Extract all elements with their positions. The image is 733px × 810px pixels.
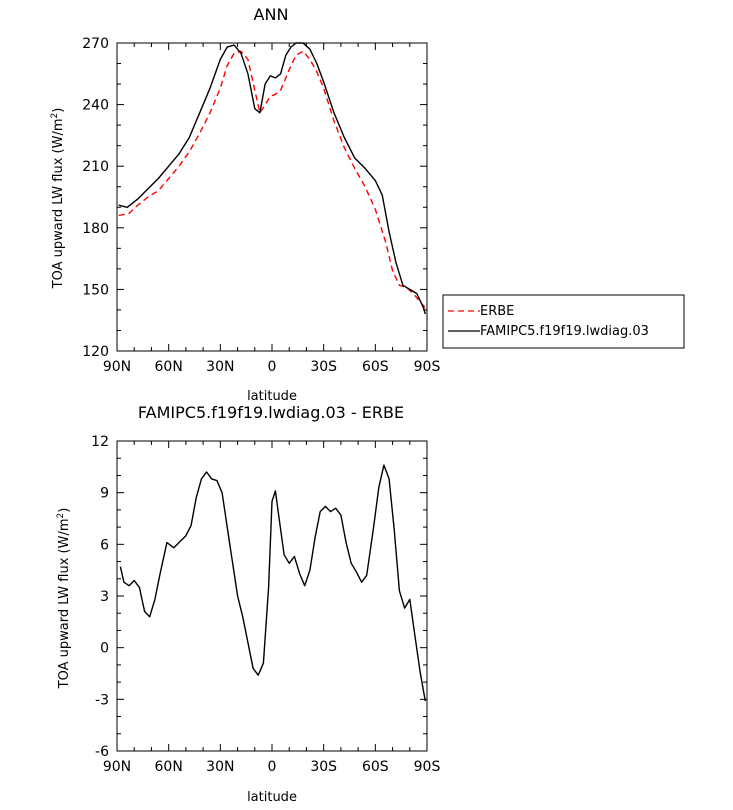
top-y-axis-label: TOA upward LW flux (W/m2) [50, 108, 66, 290]
bottom-series-line-0 [119, 464, 426, 702]
top-y-tick-label: 150 [82, 282, 109, 298]
bottom-chart-title: FAMIPC5.f19f19.lwdiag.03 - ERBE [138, 403, 404, 422]
top-y-tick-label: 120 [82, 344, 109, 360]
bottom-plot-frame [116, 440, 428, 752]
bottom-x-tick-label: 30N [206, 759, 234, 775]
bottom-x-tick-label: 0 [268, 759, 277, 775]
bottom-y-tick-label: -3 [95, 692, 109, 708]
legend-label-erbe: ERBE [480, 304, 514, 319]
top-y-tick-label: 270 [82, 36, 109, 52]
bottom-x-tick-label: 30S [310, 759, 337, 775]
top-tick-labels: 90N 60N 30N 0 30S 60S 90S 120 150 180 210 240 270 [82, 36, 440, 375]
top-chart-title: ANN [254, 5, 289, 24]
bottom-series-lines [119, 464, 426, 702]
top-x-tick-label: 0 [268, 359, 277, 375]
top-y-tick-label: 210 [82, 159, 109, 175]
legend: ERBE FAMIPC5.f19f19.lwdiag.03 [442, 294, 685, 349]
top-x-tick-label: 60N [155, 359, 183, 375]
top-axis-ticks [116, 42, 428, 352]
bottom-x-tick-label: 90N [103, 759, 131, 775]
bottom-y-tick-label: 6 [100, 537, 109, 553]
legend-box [442, 294, 685, 349]
top-y-tick-label: 240 [82, 98, 109, 114]
bottom-x-tick-label: 90S [414, 759, 441, 775]
bottom-x-tick-label: 60N [155, 759, 183, 775]
bottom-y-tick-label: 0 [100, 641, 109, 657]
bottom-y-tick-label: -6 [95, 744, 109, 760]
top-x-tick-label: 30S [310, 359, 337, 375]
bottom-axis-ticks [116, 440, 428, 752]
bottom-chart: FAMIPC5.f19f19.lwdiag.03 - ERBE 90N 60N 30… [56, 403, 440, 805]
bottom-tick-labels: 90N 60N 30N 0 30S 60S 90S -6 -3 0 3 6 9 12 [91, 434, 440, 775]
top-x-tick-label: 60S [362, 359, 389, 375]
top-x-tick-label: 90S [414, 359, 441, 375]
top-x-axis-label: latitude [247, 389, 297, 404]
top-series-lines [118, 42, 426, 315]
legend-label-model: FAMIPC5.f19f19.lwdiag.03 [480, 324, 649, 339]
top-series-line-1 [118, 42, 426, 315]
bottom-x-axis-label: latitude [247, 790, 297, 805]
bottom-y-tick-label: 9 [100, 486, 109, 502]
bottom-x-tick-label: 60S [362, 759, 389, 775]
top-x-tick-label: 90N [103, 359, 131, 375]
bottom-y-tick-label: 12 [91, 434, 109, 450]
top-chart: ANN 90N 60N 30N 0 30S 60S 90S 120 150 180 210 240 27… [50, 5, 685, 404]
top-series-line-0 [118, 50, 426, 309]
top-y-tick-label: 180 [82, 221, 109, 237]
bottom-y-tick-label: 3 [100, 589, 109, 605]
top-x-tick-label: 30N [206, 359, 234, 375]
top-plot-frame [116, 42, 428, 352]
bottom-y-axis-label: TOA upward LW flux (W/m2) [56, 508, 72, 690]
